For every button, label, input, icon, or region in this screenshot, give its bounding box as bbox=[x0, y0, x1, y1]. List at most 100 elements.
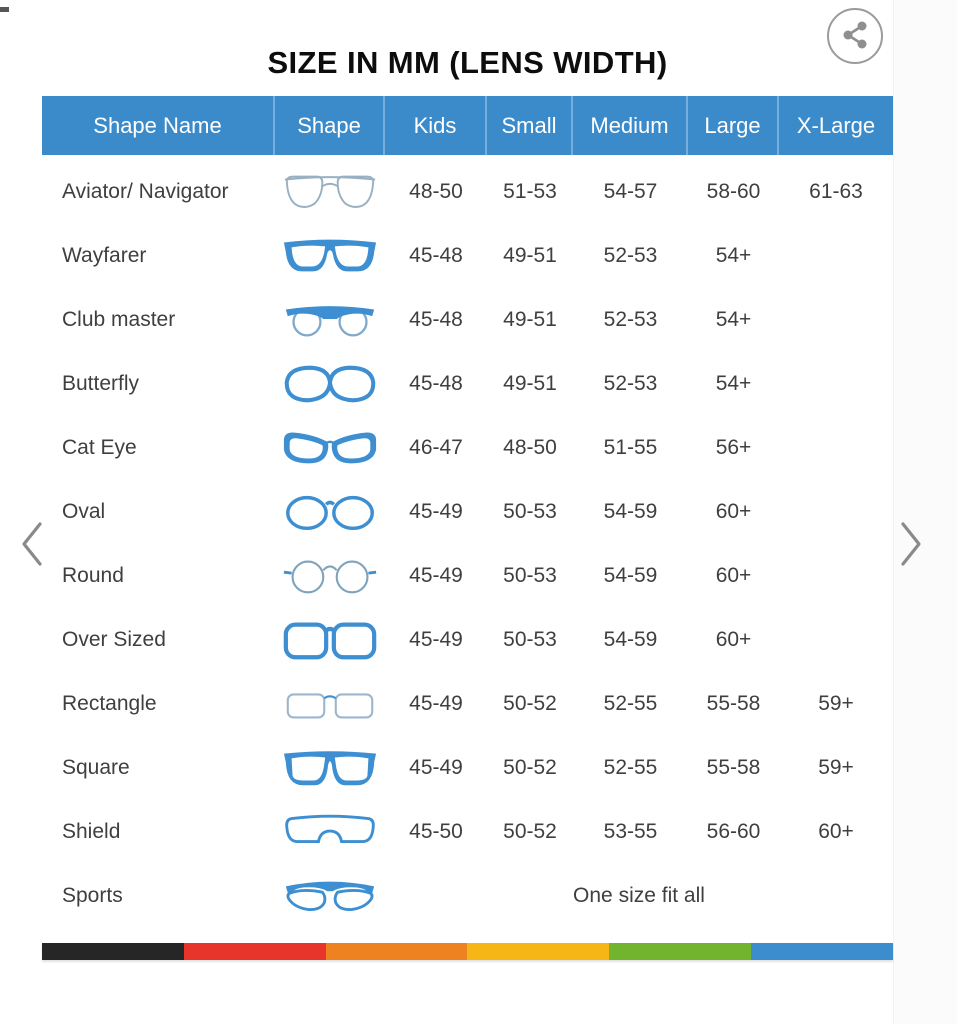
size-cell-kids: 45-49 bbox=[409, 500, 463, 523]
table-row: Club master 45-48 49-51 52-53 54+ bbox=[42, 288, 893, 352]
page-title: SIZE IN MM (LENS WIDTH) bbox=[267, 44, 668, 80]
size-cell-medium: 52-55 bbox=[603, 756, 658, 779]
rainbow-stripe-segment bbox=[183, 943, 326, 960]
size-cell-xlarge: 59+ bbox=[818, 756, 854, 779]
size-cell-xlarge: 59+ bbox=[818, 692, 854, 715]
clubmaster-glasses-icon bbox=[275, 298, 385, 342]
size-cell-kids: 45-48 bbox=[409, 244, 463, 267]
size-cell-large: 54+ bbox=[715, 244, 752, 267]
size-cell-xlarge: 61-63 bbox=[809, 180, 863, 203]
table-row: Oval 45-49 50-53 54-59 60+ bbox=[42, 480, 893, 544]
size-cell-small: 50-52 bbox=[503, 756, 557, 779]
size-cell-small: 50-53 bbox=[503, 564, 557, 587]
shape-name: Wayfarer bbox=[62, 244, 147, 267]
shape-name: Shield bbox=[62, 820, 121, 843]
size-cell-medium: 53-55 bbox=[603, 820, 658, 843]
size-cell-kids: 48-50 bbox=[409, 180, 463, 203]
size-cell-large: 56-60 bbox=[706, 820, 761, 843]
size-cell-medium: 52-53 bbox=[603, 372, 658, 395]
size-cell-small: 49-51 bbox=[503, 308, 557, 331]
table-row: Shield 45-50 50-52 53-55 56-60 60+ bbox=[42, 800, 893, 864]
sports-glasses-icon bbox=[275, 874, 385, 918]
one-size-note: One size fit all bbox=[573, 884, 705, 907]
size-cell-large: 56+ bbox=[715, 436, 752, 459]
rainbow-footer-stripe bbox=[42, 943, 893, 960]
share-button[interactable] bbox=[827, 8, 883, 64]
table-row: Sports One size fit all bbox=[42, 864, 893, 928]
column-header-shape: Shape bbox=[275, 96, 385, 155]
cateye-glasses-icon bbox=[275, 426, 385, 470]
size-cell-small: 50-53 bbox=[503, 500, 557, 523]
column-header-large: Large bbox=[688, 96, 779, 155]
shape-name: Round bbox=[62, 564, 124, 587]
size-cell-kids: 45-48 bbox=[409, 308, 463, 331]
size-cell-kids: 45-49 bbox=[409, 564, 463, 587]
size-cell-large: 54+ bbox=[715, 308, 752, 331]
size-table-body: Aviator/ Navigator 48-50 51-53 54-57 58-60 6… bbox=[42, 160, 893, 928]
round-glasses-icon bbox=[275, 554, 385, 598]
size-cell-large: 55-58 bbox=[706, 756, 761, 779]
size-cell-small: 48-50 bbox=[503, 436, 557, 459]
size-cell-small: 49-51 bbox=[503, 244, 557, 267]
size-cell-small: 50-52 bbox=[503, 820, 557, 843]
size-cell-small: 50-53 bbox=[503, 628, 557, 651]
column-header-small: Small bbox=[487, 96, 573, 155]
size-cell-kids: 45-50 bbox=[409, 820, 463, 843]
rainbow-stripe-segment bbox=[467, 943, 610, 960]
rainbow-stripe-segment bbox=[609, 943, 752, 960]
shape-name: Sports bbox=[62, 884, 123, 907]
column-header-kids: Kids bbox=[385, 96, 487, 155]
size-cell-medium: 54-59 bbox=[603, 628, 658, 651]
size-cell-large: 54+ bbox=[715, 372, 752, 395]
rainbow-stripe-segment bbox=[325, 943, 468, 960]
wayfarer-glasses-icon bbox=[275, 234, 385, 278]
size-cell-medium: 52-53 bbox=[603, 244, 658, 267]
shield-glasses-icon bbox=[275, 810, 385, 854]
screenshot-edge-artifact bbox=[0, 7, 9, 12]
shape-name: Butterfly bbox=[62, 372, 140, 395]
shape-name: Square bbox=[62, 756, 130, 779]
size-cell-kids: 45-49 bbox=[409, 756, 463, 779]
oversized-glasses-icon bbox=[275, 618, 385, 662]
shape-name: Rectangle bbox=[62, 692, 157, 715]
size-cell-large: 60+ bbox=[715, 500, 752, 523]
table-row: Aviator/ Navigator 48-50 51-53 54-57 58-60 6… bbox=[42, 160, 893, 224]
table-row: Butterfly 45-48 49-51 52-53 54+ bbox=[42, 352, 893, 416]
share-icon bbox=[842, 21, 868, 52]
size-cell-kids: 45-48 bbox=[409, 372, 463, 395]
size-table-header: Shape Name Shape Kids Small Medium Large X-Lar… bbox=[42, 96, 893, 155]
size-cell-large: 60+ bbox=[715, 628, 752, 651]
column-header-medium: Medium bbox=[573, 96, 688, 155]
oval-glasses-icon bbox=[275, 490, 385, 534]
size-cell-medium: 51-55 bbox=[603, 436, 658, 459]
size-cell-kids: 45-49 bbox=[409, 628, 463, 651]
page-background-strip bbox=[893, 0, 957, 1024]
aviator-glasses-icon bbox=[275, 170, 385, 214]
rainbow-stripe-segment bbox=[751, 943, 893, 960]
shape-name: Over Sized bbox=[62, 628, 166, 651]
size-cell-small: 51-53 bbox=[503, 180, 557, 203]
size-cell-small: 50-52 bbox=[503, 692, 557, 715]
size-cell-medium: 52-55 bbox=[603, 692, 658, 715]
size-cell-medium: 54-59 bbox=[603, 500, 658, 523]
size-cell-kids: 46-47 bbox=[409, 436, 463, 459]
table-row: Rectangle 45-49 50-52 52-55 55-58 59+ bbox=[42, 672, 893, 736]
size-cell-small: 49-51 bbox=[503, 372, 557, 395]
shape-name: Cat Eye bbox=[62, 436, 137, 459]
column-header-shape-name: Shape Name bbox=[42, 96, 275, 155]
butterfly-glasses-icon bbox=[275, 362, 385, 406]
size-cell-xlarge: 60+ bbox=[818, 820, 854, 843]
shape-name: Club master bbox=[62, 308, 176, 331]
table-row: Wayfarer 45-48 49-51 52-53 54+ bbox=[42, 224, 893, 288]
size-cell-large: 55-58 bbox=[706, 692, 761, 715]
shape-name: Aviator/ Navigator bbox=[62, 180, 229, 203]
carousel-prev-arrow-icon[interactable] bbox=[12, 516, 52, 572]
column-header-x-large: X-Large bbox=[796, 112, 876, 138]
square-glasses-icon bbox=[275, 746, 385, 790]
size-cell-kids: 45-49 bbox=[409, 692, 463, 715]
table-row: Round 45-49 50-53 54-59 60+ bbox=[42, 544, 893, 608]
shape-name: Oval bbox=[62, 500, 106, 523]
carousel-next-arrow-icon[interactable] bbox=[891, 516, 931, 572]
size-cell-medium: 54-57 bbox=[603, 180, 658, 203]
table-row: Over Sized 45-49 50-53 54-59 60+ bbox=[42, 608, 893, 672]
